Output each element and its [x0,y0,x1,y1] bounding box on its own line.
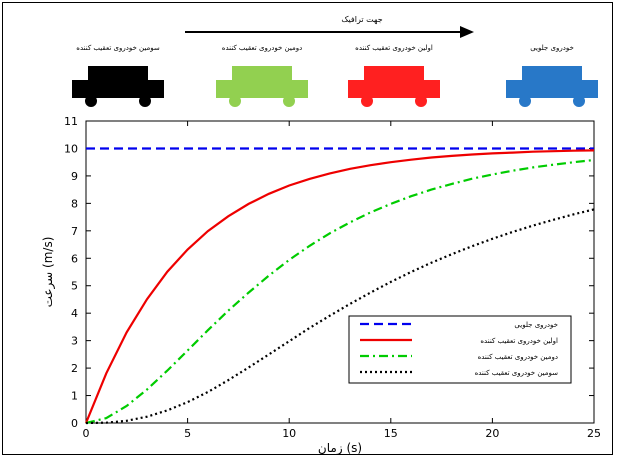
legend-label: سومین خودروی تعقیب کننده [475,369,559,377]
y-tick-label: 2 [71,362,78,375]
plot-area [85,120,595,424]
series-line-2 [84,149,595,424]
car-label: سومین خودروی تعقیب کننده [76,44,160,52]
x-tick-label: 20 [485,427,499,440]
y-tick-label: 0 [71,417,78,430]
x-axis-label: زمان (s) [318,441,362,456]
car-icon [216,66,308,107]
legend-box [348,315,572,384]
x-tick-label: 0 [83,427,90,440]
y-axis-label: سرعت (m/s) [41,237,56,308]
y-tick-label: 9 [71,170,78,183]
car-icon [72,66,164,107]
car-1: سومین خودروی تعقیب کننده [72,44,164,107]
series-line-3 [85,158,595,425]
legend-item: دومین خودروی تعقیب کننده [360,353,558,361]
traffic-header: جهت ترافیک [185,15,474,38]
legend-label: دومین خودروی تعقیب کننده [478,353,558,361]
x-tick-label: 15 [384,427,398,440]
traffic-direction-label: جهت ترافیک [341,15,382,24]
car-label: اولین خودروی تعقیب کننده [355,44,433,52]
x-tick-label: 10 [282,427,296,440]
car-icon [348,66,440,107]
car-2: دومین خودروی تعقیب کننده [216,44,308,107]
legend-item: اولین خودروی تعقیب کننده [360,337,558,345]
y-tick-label: 6 [71,252,78,265]
legend-item: سومین خودروی تعقیب کننده [360,369,558,377]
legend: خودروی جلویی اولین خودروی تعقیب کننده دومی… [348,315,572,384]
traffic-arrow-head [460,26,474,38]
legend-item: خودروی جلویی [360,321,558,329]
car-label: خودروی جلویی [530,44,574,52]
legend-label: خودروی جلویی [514,321,558,329]
car-icon [506,66,598,107]
car-label: دومین خودروی تعقیب کننده [222,44,302,52]
y-tick-label: 8 [71,197,78,210]
car-4: خودروی جلویی [506,44,598,107]
y-tick-label: 10 [64,142,78,155]
legend-label: اولین خودروی تعقیب کننده [480,337,558,345]
speed-chart: 0 1 2 3 4 5 6 7 8 9 10 11 0 5 10 15 20 25 زمان (s) سرعت … [41,115,601,456]
x-axis: 0 5 10 15 20 25 [83,121,601,440]
cars-row: سومین خودروی تعقیب کننده دومین خودروی تعق… [72,44,598,107]
legend-items: خودروی جلویی اولین خودروی تعقیب کننده دومی… [360,321,558,377]
y-tick-label: 7 [71,225,78,238]
x-tick-label: 5 [184,427,191,440]
y-tick-label: 5 [71,280,78,293]
y-tick-label: 3 [71,335,78,348]
y-tick-label: 11 [64,115,78,128]
series-line-4 [85,208,595,425]
x-tick-label: 25 [587,427,601,440]
car-3: اولین خودروی تعقیب کننده [348,44,440,107]
figure-frame [2,2,613,455]
y-tick-label: 4 [71,307,78,320]
y-axis: 0 1 2 3 4 5 6 7 8 9 10 11 [64,115,594,430]
y-tick-label: 1 [71,390,78,403]
series-lines [84,147,595,425]
